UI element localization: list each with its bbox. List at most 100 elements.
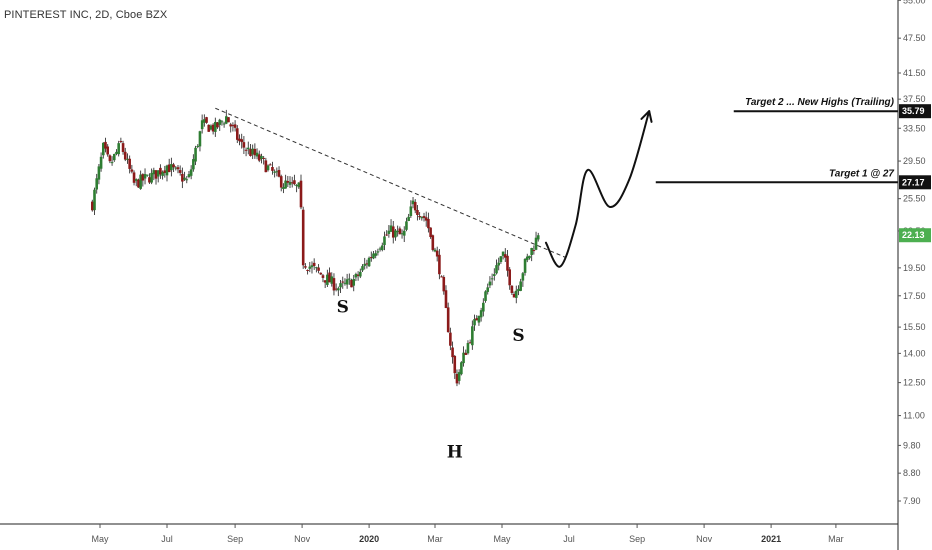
- candle-body: [442, 277, 446, 292]
- candle-body: [493, 274, 496, 276]
- candle-body: [312, 262, 316, 266]
- candle-body: [141, 174, 145, 181]
- candle-body: [101, 142, 105, 156]
- candle: [295, 184, 298, 193]
- y-tick-label: 11.00: [903, 411, 925, 421]
- candle-body: [440, 276, 443, 278]
- candle-body: [163, 170, 167, 173]
- y-tick-label: 8.80: [903, 468, 921, 478]
- y-tick-label: 7.90: [903, 496, 921, 506]
- candle-body: [462, 352, 465, 364]
- candle-body: [374, 253, 377, 256]
- candle: [519, 278, 522, 292]
- y-tick-label: 19.50: [903, 263, 926, 273]
- candle: [255, 148, 259, 160]
- candle-body: [264, 160, 268, 173]
- candle-body: [361, 266, 364, 271]
- candle: [451, 341, 454, 364]
- candle: [181, 167, 184, 189]
- candle-body: [424, 217, 428, 221]
- candle-body: [238, 138, 241, 142]
- candle-body: [473, 319, 476, 326]
- candle-body: [310, 265, 314, 268]
- resistance-trendline[interactable]: [215, 107, 566, 258]
- candle-body: [365, 263, 369, 265]
- candle: [185, 176, 189, 184]
- candle-body: [532, 250, 536, 252]
- candle: [499, 256, 503, 264]
- candle: [506, 249, 509, 277]
- candle: [482, 298, 485, 317]
- candle: [466, 340, 470, 355]
- candle-body: [203, 119, 206, 123]
- candle-body: [418, 215, 421, 218]
- candle: [183, 171, 186, 181]
- target-price-badge-1-bg: [899, 104, 931, 119]
- current-price-badge: 22.13: [899, 228, 931, 243]
- candle-body: [402, 230, 406, 236]
- candle: [326, 269, 329, 288]
- candle-body: [233, 124, 237, 128]
- arrow-up-icon: [640, 110, 653, 123]
- y-tick-label: 29.50: [903, 156, 926, 166]
- y-tick-label: 47.50: [903, 33, 926, 43]
- candle: [383, 231, 386, 251]
- candle: [431, 234, 435, 252]
- candle: [488, 276, 492, 289]
- candle-body: [372, 253, 375, 259]
- y-tick-label: 41.50: [903, 68, 926, 78]
- y-tick-label: 55.00: [903, 0, 926, 5]
- y-tick-label: 25.50: [903, 194, 926, 204]
- candle: [420, 216, 424, 221]
- price-axis[interactable]: 55.0047.5041.5037.5033.5029.5025.5022.50…: [898, 0, 926, 506]
- candle-body: [435, 250, 439, 257]
- y-tick-label: 15.50: [903, 322, 926, 332]
- candle-body: [413, 201, 417, 211]
- candle: [170, 157, 173, 177]
- candle-body: [317, 267, 320, 271]
- candle: [121, 140, 125, 155]
- candle-body: [380, 245, 384, 251]
- candle-body: [262, 157, 265, 159]
- candle: [262, 155, 265, 165]
- candle-body: [497, 262, 501, 266]
- candle-body: [326, 274, 329, 285]
- candle-body: [185, 179, 189, 181]
- candle: [528, 255, 531, 260]
- candle-body: [297, 182, 301, 188]
- candle-body: [123, 151, 127, 160]
- candle: [218, 118, 222, 131]
- candle: [266, 164, 270, 172]
- candle-body: [194, 147, 197, 162]
- candle-body: [156, 170, 160, 177]
- candle: [453, 354, 457, 379]
- candle-body: [150, 172, 153, 183]
- candle-body: [200, 120, 204, 130]
- candle: [409, 200, 413, 218]
- candle-body: [396, 230, 399, 233]
- candle: [273, 169, 276, 178]
- candle: [194, 145, 197, 166]
- candle-body: [196, 146, 200, 148]
- candle: [317, 264, 320, 274]
- candle-body: [486, 287, 490, 292]
- candle-body: [161, 171, 164, 176]
- candle: [227, 117, 230, 123]
- candle-body: [477, 315, 481, 323]
- candle: [361, 264, 364, 273]
- time-axis[interactable]: May Jul Sep Nov 2020 Mar May Jul Sep Nov 2021 Mar: [91, 524, 844, 544]
- candle-body: [525, 256, 529, 261]
- candle-body: [115, 151, 118, 154]
- candle: [321, 273, 325, 283]
- candle: [198, 130, 202, 152]
- candle-body: [106, 146, 109, 155]
- candle-body: [484, 291, 487, 301]
- candle: [486, 283, 490, 295]
- projection-curve[interactable]: [544, 110, 651, 268]
- candle-body: [356, 274, 360, 276]
- candle: [343, 278, 347, 286]
- target-price-badge-1-text: 35.79: [902, 106, 925, 116]
- candle-body: [330, 276, 334, 284]
- candle: [229, 122, 233, 133]
